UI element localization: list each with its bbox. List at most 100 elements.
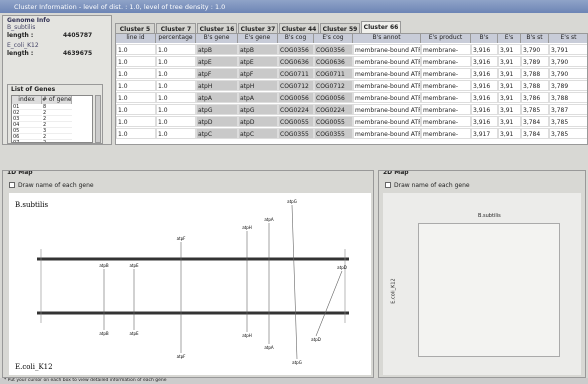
cell[interactable]: atpC: [196, 128, 238, 139]
cell[interactable]: 3,788: [549, 92, 588, 103]
tab[interactable]: Cluster 37: [238, 23, 278, 33]
cell[interactable]: 3,91: [498, 44, 521, 55]
cell[interactable]: COG0355: [278, 128, 314, 139]
cell[interactable]: membrane-: [421, 128, 471, 139]
cell[interactable]: membrane-bound ATP synthase: [353, 56, 421, 67]
tab[interactable]: Cluster 5: [115, 23, 155, 33]
cell[interactable]: membrane-bound ATP synthase: [353, 92, 421, 103]
cell[interactable]: 3,788: [521, 80, 549, 91]
cell[interactable]: 1.0: [116, 44, 156, 55]
cell[interactable]: 3,916: [471, 92, 498, 103]
cell[interactable]: COG0356: [314, 44, 353, 55]
cell[interactable]: atpD: [196, 116, 238, 127]
column-header[interactable]: B's gene: [196, 34, 238, 43]
cell[interactable]: 1.0: [156, 104, 196, 115]
cell[interactable]: 3,91: [498, 56, 521, 67]
cell[interactable]: atpA: [238, 92, 278, 103]
cell[interactable]: 3,790: [549, 68, 588, 79]
cell[interactable]: 3,916: [471, 116, 498, 127]
cell[interactable]: membrane-: [421, 56, 471, 67]
cell[interactable]: 3,785: [549, 116, 588, 127]
cell[interactable]: membrane-bound ATP synthase: [353, 104, 421, 115]
cell[interactable]: COG0224: [278, 104, 314, 115]
cell[interactable]: membrane-: [421, 44, 471, 55]
column-header[interactable]: E's gene: [238, 34, 278, 43]
cell[interactable]: 1.0: [156, 44, 196, 55]
cell[interactable]: 3,91: [498, 80, 521, 91]
cell[interactable]: 3,917: [471, 128, 498, 139]
cell[interactable]: COG0056: [278, 92, 314, 103]
cell[interactable]: atpB: [196, 44, 238, 55]
cell[interactable]: atpC: [238, 128, 278, 139]
cell[interactable]: 3,784: [521, 128, 549, 139]
cell[interactable]: 1.0: [116, 128, 156, 139]
cell[interactable]: membrane-bound ATP synthase: [353, 44, 421, 55]
cell[interactable]: COG0056: [314, 92, 353, 103]
cell[interactable]: atpA: [196, 92, 238, 103]
cell[interactable]: membrane-: [421, 80, 471, 91]
cell[interactable]: 2: [43, 140, 72, 143]
cell[interactable]: membrane-: [421, 116, 471, 127]
cell[interactable]: 1.0: [116, 104, 156, 115]
cell[interactable]: 3,787: [549, 104, 588, 115]
cell[interactable]: 3,91: [498, 92, 521, 103]
cell[interactable]: 3,784: [521, 116, 549, 127]
cell[interactable]: 3,91: [498, 128, 521, 139]
cell[interactable]: 1.0: [156, 128, 196, 139]
tab[interactable]: Cluster 59: [320, 23, 360, 33]
column-header[interactable]: E's st: [549, 34, 588, 43]
cell[interactable]: 3,785: [521, 104, 549, 115]
cell[interactable]: 1.0: [116, 92, 156, 103]
cell[interactable]: 3,916: [471, 44, 498, 55]
cell[interactable]: COG0636: [278, 56, 314, 67]
cell[interactable]: 07: [13, 140, 42, 143]
column-header[interactable]: B's st: [521, 34, 549, 43]
cell[interactable]: membrane-bound ATP synthase: [353, 80, 421, 91]
column-header[interactable]: B's cog: [278, 34, 314, 43]
cell[interactable]: 1.0: [156, 56, 196, 67]
column-header[interactable]: E's product: [421, 34, 471, 43]
cell[interactable]: 3,791: [549, 44, 588, 55]
cell[interactable]: 3,91: [498, 116, 521, 127]
tab[interactable]: Cluster 16: [197, 23, 237, 33]
cell[interactable]: 3,916: [471, 80, 498, 91]
cell[interactable]: 3,786: [521, 92, 549, 103]
checkbox[interactable]: [385, 182, 391, 188]
column-header[interactable]: B's annot: [353, 34, 421, 43]
cell[interactable]: membrane-bound ATP synthase: [353, 68, 421, 79]
cell[interactable]: COG0055: [278, 116, 314, 127]
cell[interactable]: 1.0: [116, 68, 156, 79]
cell[interactable]: membrane-bound ATP synthase: [353, 116, 421, 127]
column-header[interactable]: line id: [116, 34, 156, 43]
cell[interactable]: 3,916: [471, 68, 498, 79]
cell[interactable]: atpF: [238, 68, 278, 79]
cell[interactable]: 3,916: [471, 56, 498, 67]
cell[interactable]: atpE: [196, 56, 238, 67]
checkbox-label[interactable]: Draw name of each gene: [394, 182, 470, 189]
tab[interactable]: Cluster 44: [279, 23, 319, 33]
cell[interactable]: 3,789: [521, 56, 549, 67]
cell[interactable]: 1.0: [156, 68, 196, 79]
cell[interactable]: 3,916: [471, 104, 498, 115]
tab[interactable]: Cluster 66: [361, 21, 401, 33]
cell[interactable]: atpH: [238, 80, 278, 91]
cell[interactable]: 1.0: [116, 56, 156, 67]
cell[interactable]: COG0712: [278, 80, 314, 91]
cell[interactable]: 3,788: [521, 68, 549, 79]
cell[interactable]: 1.0: [116, 116, 156, 127]
cell[interactable]: 1.0: [116, 80, 156, 91]
cell[interactable]: atpF: [196, 68, 238, 79]
cell[interactable]: COG0711: [278, 68, 314, 79]
cell[interactable]: COG0224: [314, 104, 353, 115]
checkbox-label[interactable]: Draw name of each gene: [18, 182, 94, 189]
cell[interactable]: COG0355: [314, 128, 353, 139]
cell[interactable]: 3,785: [549, 128, 588, 139]
cell[interactable]: membrane-: [421, 104, 471, 115]
cell[interactable]: membrane-: [421, 92, 471, 103]
column-header[interactable]: E's cog: [314, 34, 353, 43]
cell[interactable]: COG0055: [314, 116, 353, 127]
cell[interactable]: atpE: [238, 56, 278, 67]
cell[interactable]: membrane-bound ATP synthase: [353, 128, 421, 139]
cell[interactable]: atpG: [196, 104, 238, 115]
column-header[interactable]: E's: [498, 34, 521, 43]
